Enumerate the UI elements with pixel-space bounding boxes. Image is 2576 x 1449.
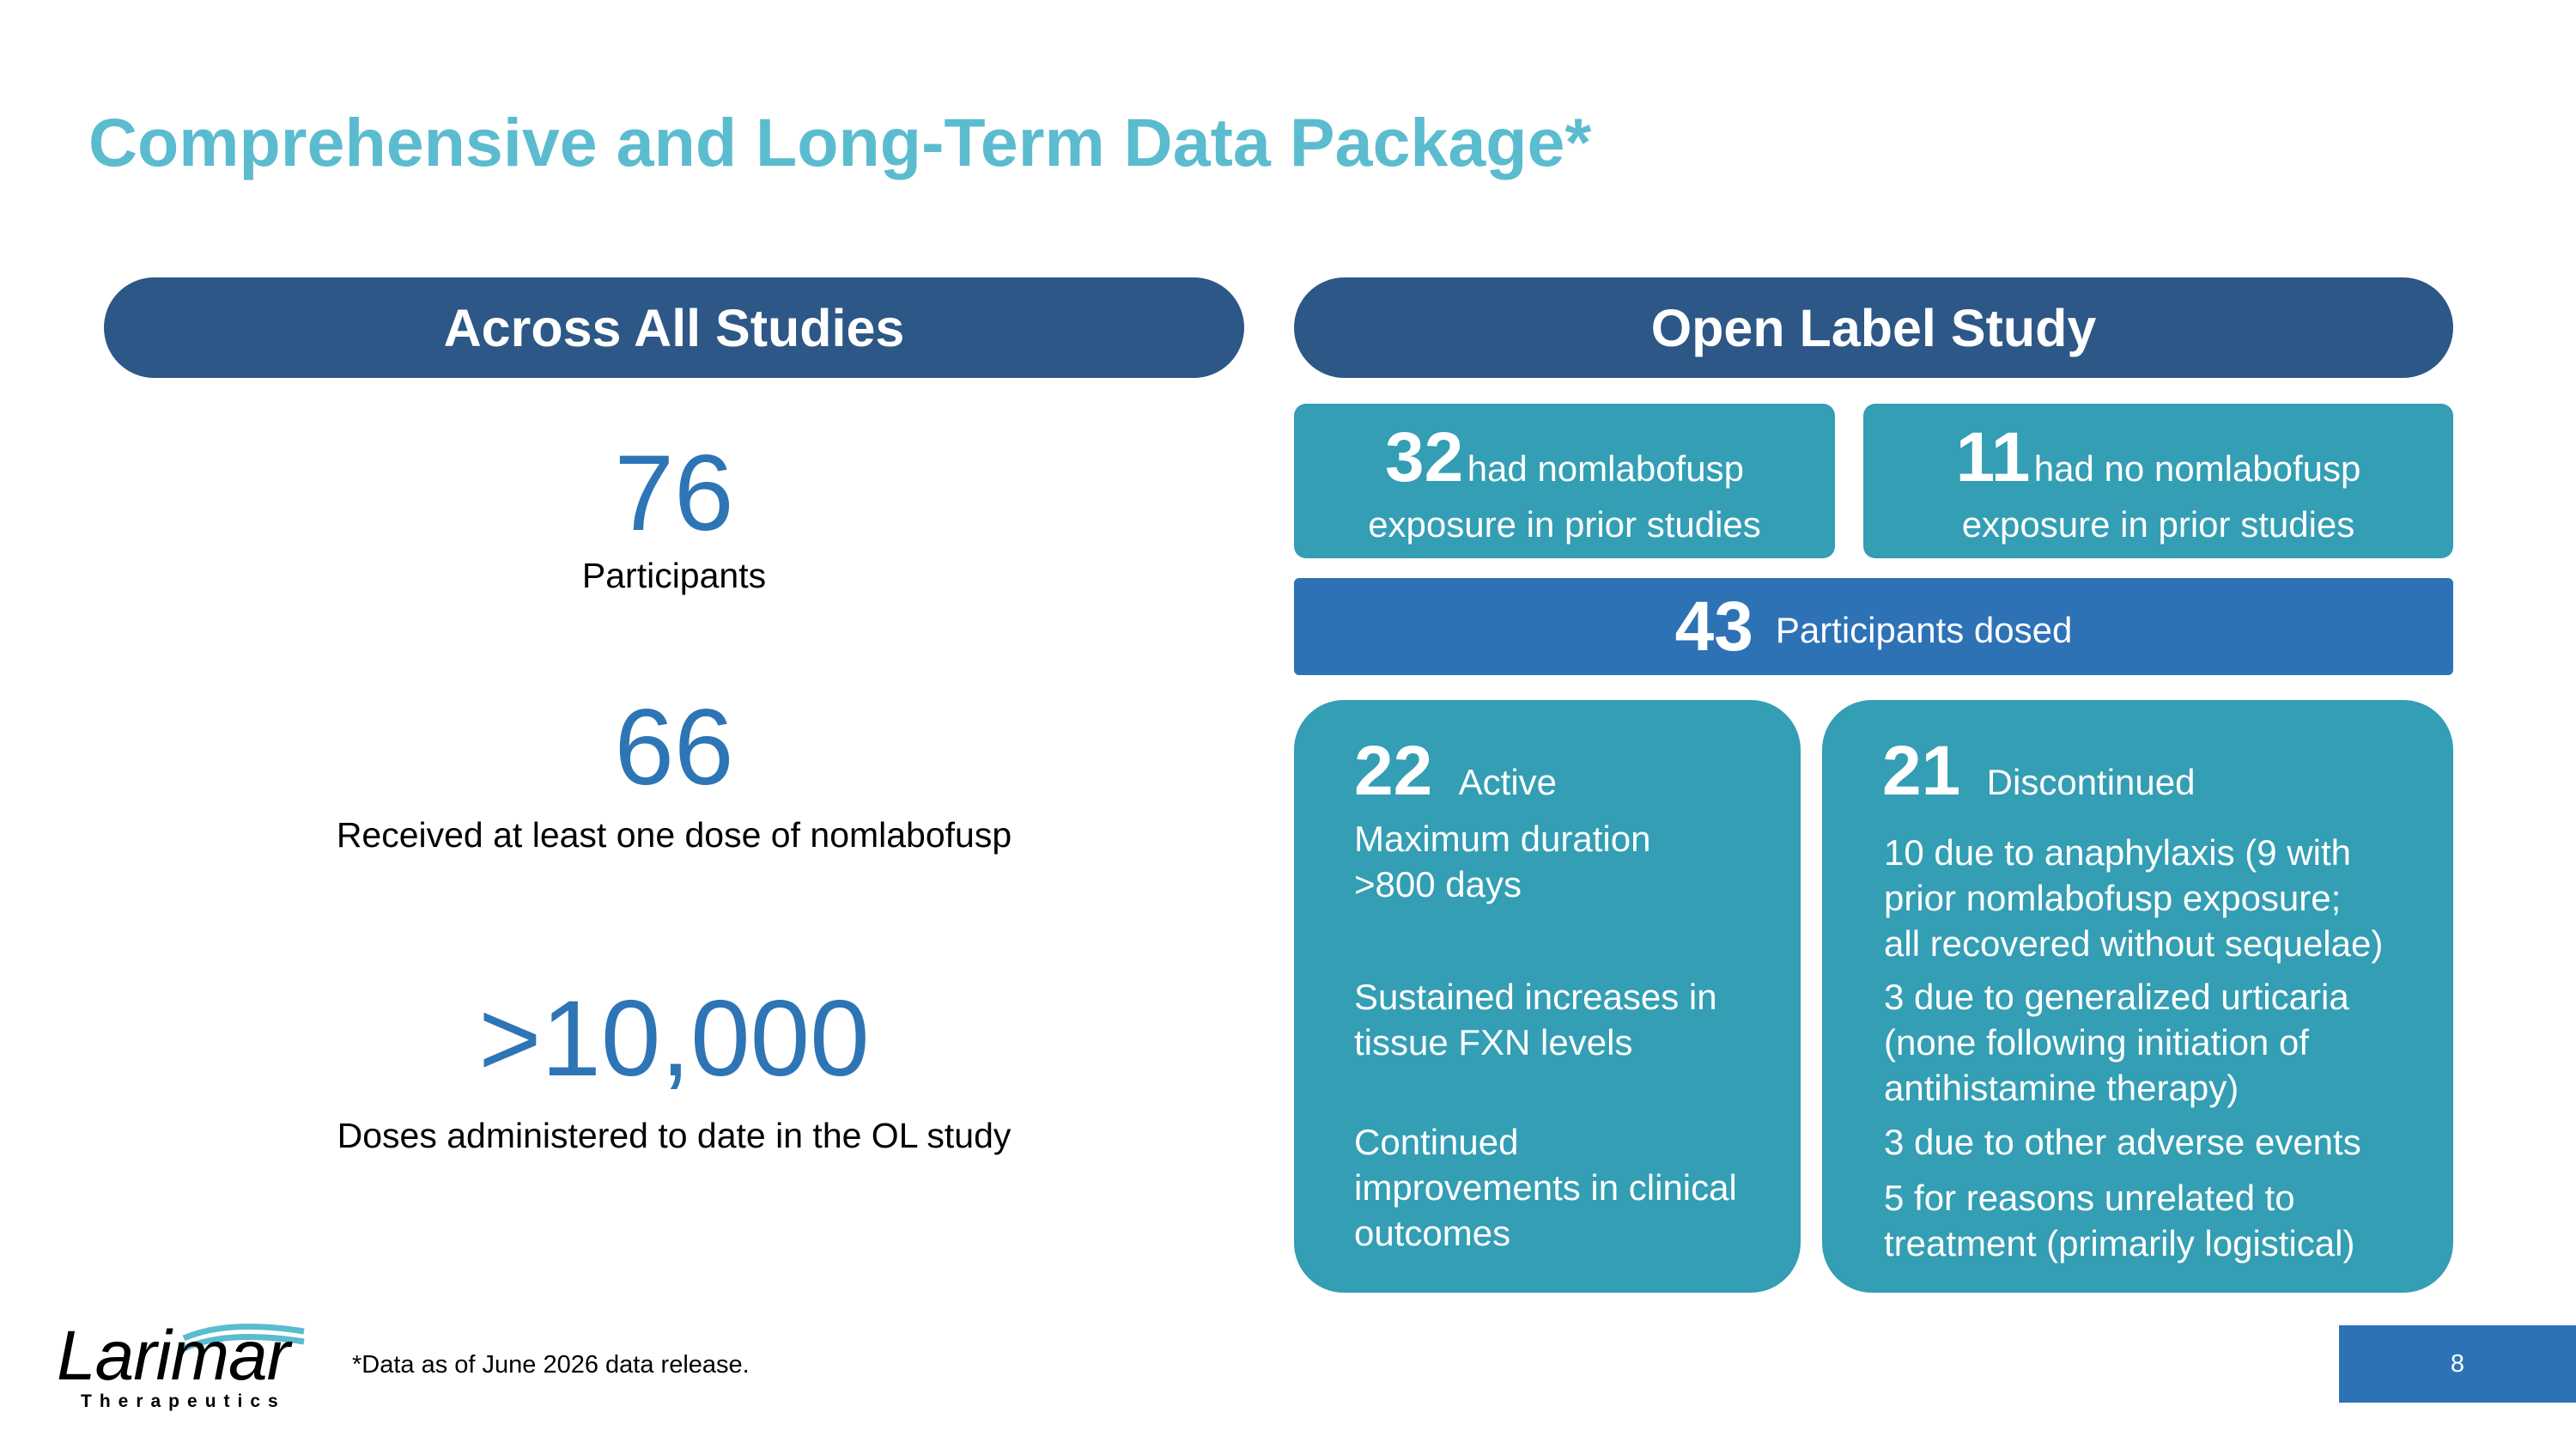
across-all-studies-header: Across All Studies <box>104 277 1244 378</box>
active-count: 22 <box>1354 732 1433 810</box>
logo-dna-icon <box>182 1324 305 1352</box>
discontinued-box: 21 Discontinued 10 due to anaphylaxis (9… <box>1822 700 2453 1293</box>
active-point-duration: Maximum duration >800 days <box>1354 819 1651 904</box>
doses-administered-label: Doses administered to date in the OL stu… <box>337 1116 1012 1155</box>
received-dose-label: Received at least one dose of nomlabofus… <box>336 815 1012 855</box>
active-point-outcomes: Continued improvements in clinical outcome… <box>1354 1122 1737 1253</box>
prior-exposure-text-2: exposure in prior studies <box>1368 504 1761 545</box>
discontinued-point-anaphylaxis: 10 due to anaphylaxis (9 with prior nomla… <box>1884 832 2384 964</box>
logo-subtitle: Therapeutics <box>81 1391 286 1411</box>
participants-count: 76 <box>614 434 734 553</box>
discontinued-count: 21 <box>1882 732 1961 810</box>
discontinued-point-unrelated: 5 for reasons unrelated to treatment (pri… <box>1884 1178 2355 1263</box>
participants-label: Participants <box>581 556 767 595</box>
active-point-fxn: Sustained increases in tissue FXN levels <box>1354 977 1717 1062</box>
received-dose-count: 66 <box>614 688 734 807</box>
no-prior-exposure-box: 11 had no nomlabofusp exposure in prior … <box>1863 404 2453 558</box>
discontinued-point-adverse: 3 due to other adverse events <box>1884 1122 2361 1162</box>
participants-dosed-text: Participants dosed <box>1775 609 2073 650</box>
active-box: 22 Active Maximum duration >800 days Sust… <box>1294 700 1801 1293</box>
prior-exposure-box: 32 had nomlabofusp exposure in prior stu… <box>1294 404 1835 558</box>
participants-dosed-count: 43 <box>1674 587 1753 666</box>
discontinued-point-urticaria: 3 due to generalized urticaria (none foll… <box>1884 977 2349 1108</box>
page-number: 8 <box>2339 1325 2576 1403</box>
no-prior-exposure-text-2: exposure in prior studies <box>1961 504 2355 545</box>
no-prior-exposure-count: 11 <box>1955 418 2031 496</box>
prior-exposure-count: 32 <box>1385 418 1464 496</box>
open-label-study-header: Open Label Study <box>1294 277 2453 378</box>
page-title: Comprehensive and Long-Term Data Package… <box>88 104 1592 180</box>
prior-exposure-text-1: had nomlabofusp <box>1467 448 1744 489</box>
larimar-logo: Larimar Therapeutics <box>55 1321 313 1416</box>
active-label: Active <box>1458 762 1558 802</box>
participants-dosed-bar: 43 Participants dosed <box>1294 578 2453 675</box>
no-prior-exposure-text-1: had no nomlabofusp <box>2033 448 2361 489</box>
footnote: *Data as of June 2026 data release. <box>352 1351 750 1379</box>
discontinued-label: Discontinued <box>1986 762 2196 802</box>
doses-administered-count: >10,000 <box>478 979 870 1099</box>
logo-name: Larimar <box>57 1317 290 1395</box>
